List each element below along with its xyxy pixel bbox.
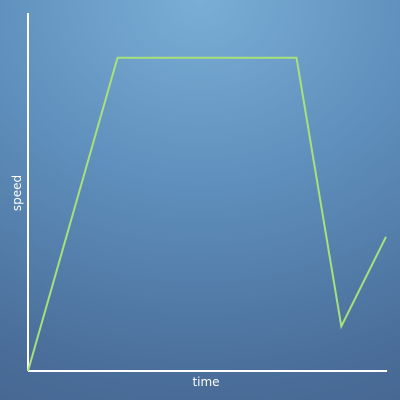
y-axis-label: speed	[10, 175, 24, 211]
speed-series-line	[27, 56, 387, 372]
x-axis-label: time	[192, 375, 219, 389]
